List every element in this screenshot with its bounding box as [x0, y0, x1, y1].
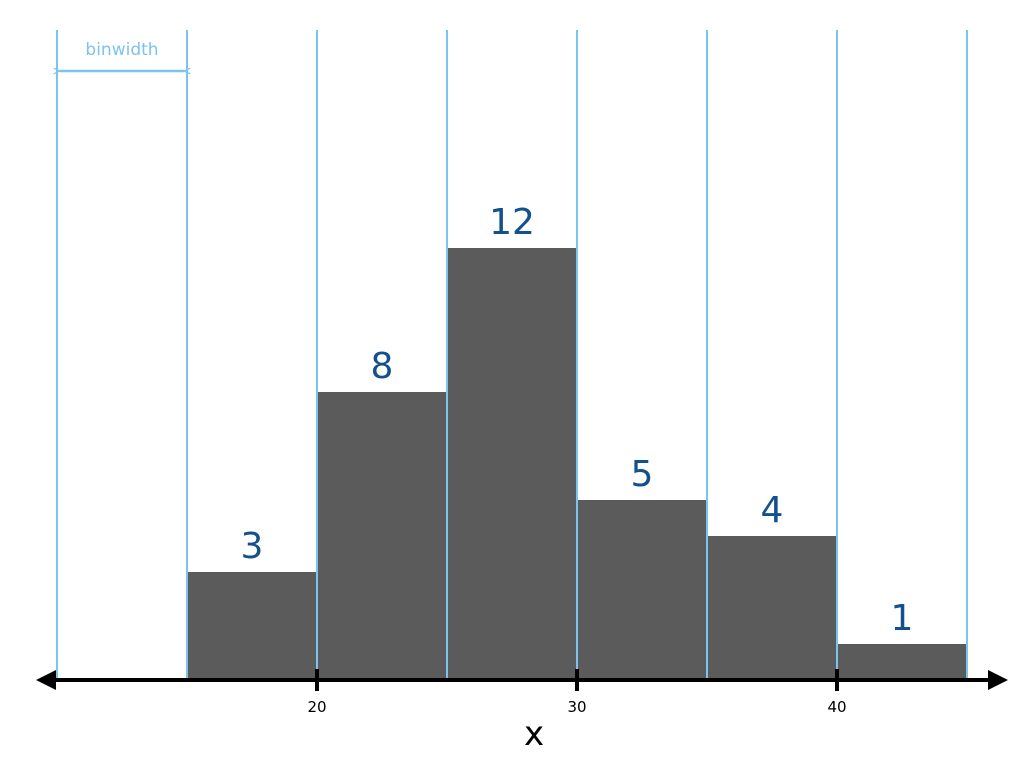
count-labels: 3 8 12 5 4 1 — [241, 202, 914, 639]
count-label: 3 — [241, 526, 264, 567]
histogram-bars — [188, 248, 966, 680]
histogram-bar — [188, 572, 316, 680]
histogram-bar — [578, 500, 706, 680]
histogram-bar — [318, 392, 446, 680]
histogram-bar — [708, 536, 836, 680]
x-axis-arrow-left — [36, 670, 56, 690]
binwidth-annotation: binwidth — [60, 40, 184, 71]
count-label: 12 — [489, 202, 535, 243]
count-label: 4 — [761, 490, 784, 531]
x-tick-label: 30 — [567, 698, 586, 716]
count-label: 8 — [371, 346, 394, 387]
x-axis-label: x — [524, 714, 544, 754]
binwidth-label: binwidth — [85, 40, 158, 60]
bin-boundary-lines — [56, 30, 968, 680]
count-label: 5 — [631, 454, 654, 495]
x-tick-label: 40 — [827, 698, 846, 716]
x-axis-ticks: 20 30 40 — [307, 669, 847, 716]
x-tick-label: 20 — [307, 698, 326, 716]
x-axis-arrow-right — [988, 670, 1008, 690]
histogram-bar — [838, 644, 966, 680]
histogram-bar — [448, 248, 576, 680]
count-label: 1 — [891, 598, 914, 639]
